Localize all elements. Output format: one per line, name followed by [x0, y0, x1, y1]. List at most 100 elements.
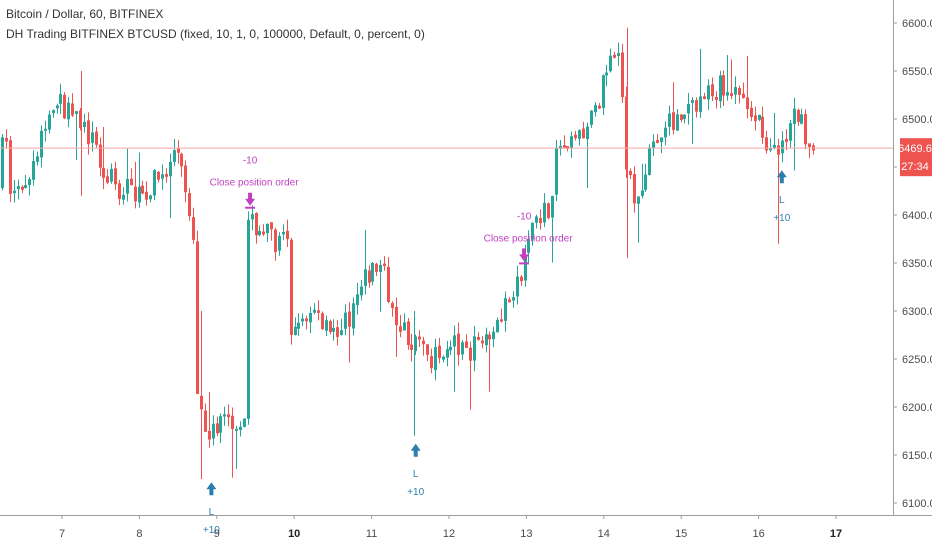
candle-body: [239, 426, 242, 431]
candle-body: [391, 303, 394, 308]
candle-body: [804, 113, 807, 145]
time-axis[interactable]: 7 8 9 10 11 12 13 14 15 16 17: [59, 515, 842, 540]
candle-body: [106, 176, 109, 183]
candle-body: [360, 286, 363, 296]
candle-body: [71, 103, 74, 116]
candle-body: [699, 96, 702, 113]
price-tick-label: 6250.0: [902, 354, 932, 366]
candle-body: [208, 430, 211, 440]
candle-body: [664, 127, 667, 138]
signal-qty: +10: [773, 213, 790, 224]
candle-body: [9, 140, 12, 194]
candle-body: [28, 179, 31, 186]
candle-body: [177, 148, 180, 153]
candle-body: [808, 143, 811, 147]
candle-body: [204, 410, 207, 432]
candle-body: [138, 186, 141, 203]
candle-body: [695, 100, 698, 112]
time-tick-label: 12: [443, 528, 455, 540]
time-tick-label: 7: [59, 528, 65, 540]
exit-qty: -10: [517, 211, 532, 222]
time-tick-label: 16: [752, 528, 764, 540]
price-tick-label: 6400.0: [902, 210, 932, 222]
candle-body: [414, 336, 417, 352]
candle-body: [258, 231, 261, 236]
candle-body: [570, 136, 573, 149]
candle-body: [274, 229, 277, 252]
candle-body: [87, 120, 90, 145]
price-tick-label: 6550.0: [902, 66, 932, 78]
candle-body: [317, 310, 320, 313]
candle-body: [609, 55, 612, 72]
time-tick-label: 10: [288, 528, 300, 540]
candle-body: [83, 121, 86, 127]
candle-body: [644, 174, 647, 190]
candle-body: [586, 126, 589, 140]
candle-body: [797, 109, 800, 122]
candle-body: [161, 174, 164, 179]
exit-label: Close position order: [484, 233, 574, 244]
candle-body: [102, 168, 105, 178]
candle-body: [734, 87, 737, 95]
candle-body: [559, 145, 562, 149]
candle-body: [566, 146, 569, 149]
candle-body: [465, 341, 468, 348]
time-tick-label: 17: [830, 528, 842, 540]
candle-body: [641, 190, 644, 196]
candle-body: [227, 414, 230, 418]
candle-body: [590, 110, 593, 125]
candle-body: [266, 223, 269, 234]
candle-body: [356, 294, 359, 306]
candle-body: [247, 219, 250, 419]
candle-body: [625, 96, 628, 170]
candle-body: [555, 148, 558, 195]
candle-body: [676, 114, 679, 131]
candle-body: [504, 298, 507, 321]
candle-body: [547, 203, 550, 219]
last-price-tag: 6469.6 27:34: [898, 138, 932, 177]
candle-body: [165, 173, 168, 177]
candle-body: [680, 114, 683, 121]
candle-body: [21, 186, 24, 190]
time-tick-label: 13: [520, 528, 532, 540]
candle-body: [531, 222, 534, 240]
candle-body: [719, 75, 722, 102]
candle-body: [352, 303, 355, 329]
candle-body: [169, 161, 172, 177]
candle-body: [375, 263, 378, 272]
candle-body: [336, 327, 339, 337]
price-axis[interactable]: 6100.0 6150.0 6200.0 6250.0 6300.0 6350.0 6400…: [893, 18, 932, 510]
candle-body: [63, 94, 66, 119]
candle-body: [251, 214, 254, 220]
candle-body: [691, 100, 694, 103]
time-tick-label: 8: [136, 528, 142, 540]
time-tick-label: 14: [598, 528, 610, 540]
candle-body: [114, 168, 117, 185]
candle-body: [395, 306, 398, 326]
exit-arrow-icon: [245, 192, 256, 206]
candle-body: [149, 195, 152, 200]
candle-body: [722, 75, 725, 96]
candle-body: [605, 72, 608, 76]
time-tick-label: 9: [214, 528, 220, 540]
candle-body: [488, 334, 491, 340]
symbol-title[interactable]: Bitcoin / Dollar, 60, BITFINEX: [6, 7, 164, 21]
candle-body: [75, 111, 78, 115]
candle-body: [781, 140, 784, 154]
price-tick-label: 6350.0: [902, 258, 932, 270]
candle-body: [551, 195, 554, 218]
candle-body: [301, 318, 304, 322]
exit-qty: -10: [243, 156, 258, 167]
candle-body: [582, 128, 585, 139]
candle-body: [255, 213, 258, 236]
indicator-title[interactable]: DH Trading BITFINEX BTCUSD (fixed, 10, 1…: [6, 27, 425, 41]
candle-body: [508, 299, 511, 303]
candle-body: [110, 168, 113, 182]
candle-body: [278, 235, 281, 251]
candle-body: [617, 53, 620, 57]
price-tick-label: 6600.0: [902, 18, 932, 30]
candle-body: [364, 269, 367, 286]
candle-body: [325, 320, 328, 331]
candle-body: [687, 103, 690, 114]
